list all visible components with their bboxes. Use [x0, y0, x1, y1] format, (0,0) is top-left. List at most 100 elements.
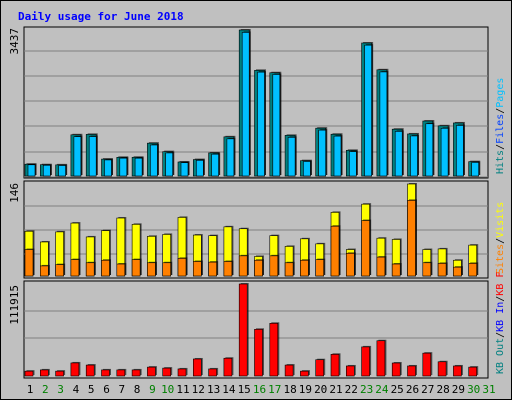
bar-kb-f	[300, 370, 309, 377]
bar-kb-f	[345, 365, 355, 377]
bar-files	[272, 74, 281, 177]
x-tick-label: 1	[27, 383, 34, 396]
x-tick-label: 30	[467, 383, 480, 396]
bar-sites	[345, 253, 355, 277]
bar-files	[348, 151, 357, 177]
legend-separator: /	[495, 108, 506, 114]
x-tick-label: 23	[360, 383, 373, 396]
bar-sites	[238, 255, 248, 277]
bar-files	[379, 71, 388, 177]
legend-separator: /	[495, 144, 506, 150]
bar-files	[318, 129, 327, 177]
bar-files	[333, 135, 342, 177]
chart-panels: 3437Hits/Files/Pages146Sites/Visits11191…	[8, 26, 506, 379]
bar-kb-f	[24, 370, 34, 377]
bar-kb-f	[208, 368, 217, 377]
bar-sites	[284, 262, 294, 277]
bar-files	[58, 165, 66, 177]
y-max-label: 146	[8, 183, 21, 203]
legend-entry: Visits	[495, 202, 506, 238]
x-tick-label: 4	[73, 383, 80, 396]
bar-files	[150, 144, 158, 177]
bar-sites	[177, 258, 187, 277]
legend-entry: Sites	[495, 244, 506, 274]
bar-files	[364, 44, 372, 177]
bar-sites	[162, 262, 171, 277]
legend-entry: KB In	[495, 302, 506, 332]
panel-2: 146 Sites/Visits	[8, 180, 506, 279]
bar-sites	[131, 259, 141, 277]
bar-sites	[193, 261, 202, 277]
legend-1: Hits/Files/Pages	[495, 78, 506, 174]
x-tick-label: 3	[57, 383, 64, 396]
x-tick-label: 13	[207, 383, 220, 396]
bar-kb-f	[284, 364, 294, 377]
bar-kb-f	[39, 369, 49, 377]
y-max-label: 3437	[8, 28, 21, 55]
bar-sites	[468, 263, 478, 277]
bar-files	[303, 161, 311, 177]
legend-2: Sites/Visits	[495, 202, 506, 274]
bar-files	[180, 162, 189, 177]
bar-kb-f	[177, 368, 187, 377]
bar-sites	[70, 259, 80, 277]
bar-kb-f	[101, 369, 110, 377]
bar-sites	[315, 259, 325, 277]
bar-kb-f	[391, 362, 401, 377]
bar-kb-f	[55, 370, 64, 377]
bar-kb-f	[254, 329, 263, 377]
bar-kb-f	[422, 352, 432, 377]
panel-1: 3437 Hits/Files/Pages	[8, 26, 506, 179]
x-tick-label: 5	[88, 383, 95, 396]
x-axis-labels: 1 2 3 4 5 6 7 8 9 10 11 12 13 14 15 16 17 18 19 20 21 22 23 24 2…	[27, 383, 496, 396]
bar-sites	[300, 259, 309, 277]
bar-kb-f	[453, 365, 462, 377]
x-tick-label: 17	[268, 383, 281, 396]
legend-entry: Files	[495, 114, 506, 144]
bar-kb-f	[116, 369, 126, 377]
bar-sites	[407, 200, 416, 277]
bar-sites	[223, 261, 233, 277]
bar-kb-f	[238, 283, 248, 377]
bar-files	[88, 136, 97, 177]
bar-kb-f	[437, 361, 447, 377]
x-tick-label: 29	[452, 383, 465, 396]
bar-sites	[55, 264, 64, 277]
bar-kb-f	[147, 366, 156, 377]
x-tick-label: 18	[283, 383, 296, 396]
bar-files	[119, 157, 128, 177]
x-tick-label: 9	[149, 383, 156, 396]
bar-sites	[116, 263, 126, 277]
bar-files	[73, 136, 82, 177]
bar-sites	[101, 259, 110, 277]
bar-sites	[391, 263, 401, 277]
bar-files	[226, 138, 235, 177]
bar-sites	[208, 261, 217, 277]
x-tick-label: 25	[391, 383, 404, 396]
x-tick-label: 31	[482, 383, 495, 396]
bar-sites	[437, 263, 447, 277]
bar-kb-f	[223, 357, 233, 377]
bar-files	[27, 164, 36, 177]
bar-sites	[254, 259, 263, 277]
x-tick-label: 10	[161, 383, 174, 396]
x-tick-label: 12	[192, 383, 205, 396]
legend-separator: /	[495, 332, 506, 338]
bar-kb-f	[468, 366, 478, 377]
x-tick-label: 22	[345, 383, 358, 396]
x-tick-label: 20	[314, 383, 327, 396]
x-tick-label: 26	[406, 383, 419, 396]
legend-separator: /	[495, 296, 506, 302]
chart-title: Daily usage for June 2018	[18, 10, 184, 23]
bar-kb-f	[361, 346, 370, 377]
bar-sites	[85, 262, 95, 277]
bar-files	[440, 127, 449, 177]
bar-files	[241, 32, 250, 177]
bar-kb-f	[131, 369, 141, 377]
bar-files	[211, 153, 219, 177]
bar-files	[456, 125, 464, 177]
legend-entry: Hits	[495, 150, 506, 174]
bar-kb-f	[269, 323, 279, 377]
bar-kb-f	[85, 364, 95, 377]
bar-files	[287, 137, 296, 177]
